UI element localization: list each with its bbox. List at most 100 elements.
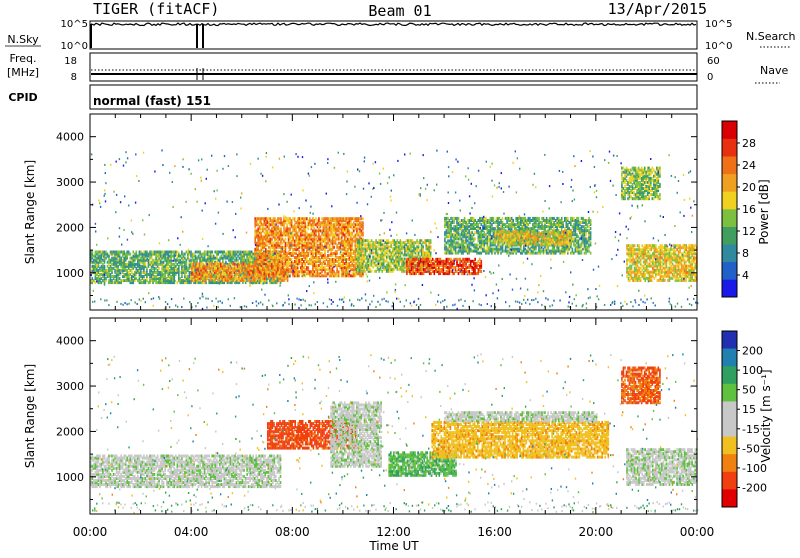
echo-cell — [187, 279, 189, 283]
echo-cell — [210, 272, 213, 276]
echo-cell — [230, 270, 233, 274]
echo-cell — [262, 217, 264, 221]
echo-cell — [143, 270, 145, 274]
echo-cell — [474, 223, 476, 227]
echo-cell — [185, 266, 188, 270]
echo-cell — [105, 268, 107, 272]
echo-cell — [199, 260, 201, 264]
echo-cell — [181, 281, 183, 285]
echo-cell — [191, 278, 193, 282]
echo-cell — [260, 258, 263, 261]
echo-cell — [258, 274, 261, 278]
echo-cell — [97, 270, 100, 274]
echo-cell — [108, 268, 110, 272]
echo-cell — [210, 268, 213, 272]
echo-cell — [258, 251, 261, 255]
echo-cell — [265, 272, 268, 276]
echo-cell — [241, 260, 244, 264]
echo-cell — [283, 239, 285, 243]
echo-cell — [102, 268, 104, 272]
echo-cell — [170, 258, 172, 262]
echo-cell — [255, 256, 258, 259]
echo-cell — [162, 277, 165, 281]
echo-cell — [192, 274, 195, 278]
echo-cell — [175, 273, 177, 276]
echo-cell — [503, 249, 505, 253]
echo-cell — [175, 264, 177, 268]
echo-cell — [94, 281, 97, 285]
echo-cell — [376, 245, 379, 249]
echo-cell — [262, 239, 264, 243]
echo-cell — [364, 239, 367, 243]
echo-cell — [405, 243, 408, 247]
echo-cell — [249, 254, 251, 258]
echo-cell — [254, 260, 256, 263]
echo-cell — [188, 260, 191, 264]
echo-cell — [146, 279, 148, 283]
cpid-label: CPID — [8, 91, 37, 104]
echo-cell — [247, 278, 249, 282]
echo-cell — [238, 264, 240, 268]
echo-cell — [159, 270, 162, 274]
echo-cell — [276, 281, 279, 285]
echo-cell — [167, 262, 169, 266]
echo-cell — [262, 223, 264, 227]
echo-cell — [187, 254, 189, 258]
echo-cell — [162, 252, 165, 256]
echo-cell — [310, 219, 313, 223]
echo-cell — [295, 256, 297, 259]
echo-cell — [171, 281, 174, 285]
echo-cell — [472, 249, 475, 253]
echo-cell — [196, 250, 198, 254]
echo-cell — [191, 256, 194, 260]
nsearch-label: N.Search — [746, 30, 796, 43]
echo-cell — [357, 231, 360, 235]
echo-cell — [263, 253, 266, 257]
echo-cell — [231, 258, 233, 262]
echo-cell — [479, 257, 481, 261]
echo-cell — [278, 277, 280, 281]
echo-cell — [150, 268, 153, 272]
echo-cell — [222, 281, 224, 285]
echo-cell — [161, 273, 163, 276]
echo-cell — [279, 281, 282, 285]
echo-cell — [162, 275, 165, 278]
echo-cell — [193, 270, 195, 274]
echo-cell — [129, 281, 132, 285]
echo-cell — [146, 252, 148, 256]
echo-cell — [158, 252, 160, 256]
echo-cell — [378, 239, 380, 243]
echo-cell — [173, 258, 176, 262]
echo-cell — [249, 250, 251, 254]
echo-cell — [255, 223, 258, 227]
echo-cell — [242, 276, 245, 280]
echo-cell — [197, 264, 199, 268]
echo-cell — [444, 272, 446, 276]
echo-cell — [220, 256, 223, 260]
echo-cell — [118, 254, 121, 258]
echo-cell — [115, 264, 118, 268]
echo-cell — [290, 239, 293, 243]
echo-cell — [431, 261, 434, 265]
echo-cell — [321, 221, 323, 225]
echo-cell — [273, 281, 276, 285]
echo-cell — [221, 278, 224, 282]
echo-cell — [354, 217, 357, 221]
echo-cell — [251, 276, 254, 280]
echo-cell — [200, 266, 202, 270]
echo-cell — [359, 221, 361, 225]
echo-cell — [500, 225, 502, 229]
echo-cell — [336, 256, 338, 259]
echo-cell — [282, 274, 284, 278]
echo-cell — [212, 275, 215, 278]
echo-cell — [504, 216, 507, 220]
echo-cell — [218, 268, 221, 272]
echo-cell — [103, 266, 106, 270]
echo-cell — [184, 264, 186, 268]
echo-cell — [430, 272, 432, 276]
echo-cell — [120, 250, 122, 254]
echo-cell — [229, 272, 231, 276]
echo-cell — [239, 276, 242, 280]
echo-cell — [159, 254, 162, 258]
echo-cell — [331, 258, 334, 261]
